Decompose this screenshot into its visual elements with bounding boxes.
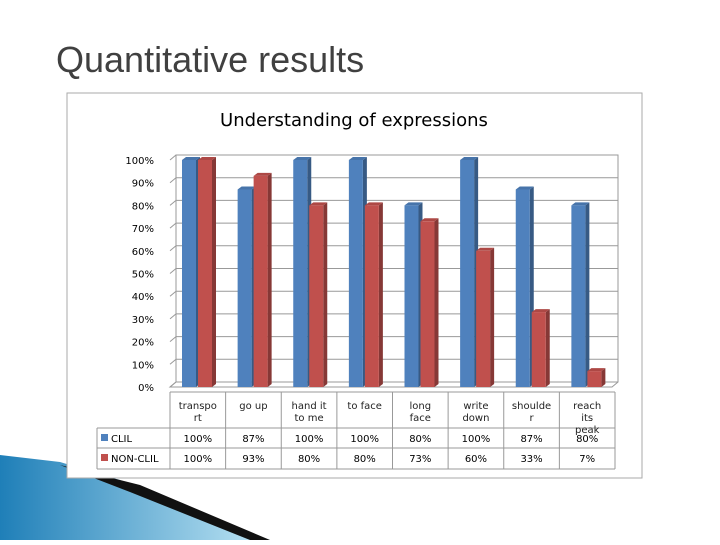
bar [253, 175, 268, 387]
bar [460, 160, 475, 387]
x-tick-label: write down [462, 401, 489, 424]
bar [531, 312, 546, 387]
bar [476, 250, 491, 387]
bar [571, 205, 586, 387]
y-tick-label: 40% [132, 292, 154, 303]
bar [404, 205, 419, 387]
data-label: 100% [184, 434, 213, 445]
data-label: 7% [579, 454, 595, 465]
bar [587, 371, 602, 387]
bar [237, 189, 252, 387]
bar [293, 160, 308, 387]
bar [515, 189, 530, 387]
x-tick-label: transpo rt [179, 401, 217, 424]
data-label: 60% [465, 454, 487, 465]
data-label: 33% [520, 454, 542, 465]
bar [309, 205, 324, 387]
y-tick-label: 50% [132, 270, 154, 281]
y-tick-label: 10% [132, 360, 154, 371]
data-label: 87% [520, 434, 542, 445]
legend-label: NON-CLIL [111, 454, 159, 465]
bar-top [237, 186, 256, 190]
x-tick-label: hand it to me [292, 401, 327, 424]
bar-top [309, 202, 328, 206]
y-tick-label: 90% [132, 179, 154, 190]
bar-side [323, 202, 328, 387]
bar-side [378, 202, 383, 387]
data-label: 80% [298, 454, 320, 465]
bar-top [364, 202, 383, 206]
data-label: 100% [462, 434, 491, 445]
decoration [60, 465, 270, 540]
legend-label: CLIL [111, 434, 133, 445]
y-tick-label: 30% [132, 315, 154, 326]
bar-top [404, 202, 423, 206]
bar-top [476, 247, 495, 251]
bar-side [545, 309, 550, 387]
bar-side [434, 218, 439, 387]
bar [364, 205, 379, 387]
x-tick-label: reach its peak [573, 401, 601, 436]
bar-top [571, 202, 590, 206]
bar-side [601, 368, 606, 387]
y-tick-label: 70% [132, 224, 154, 235]
data-label: 80% [409, 434, 431, 445]
legend-swatch [101, 434, 108, 441]
y-tick-label: 80% [132, 201, 154, 212]
bar-top [293, 157, 312, 160]
bar-side [212, 157, 216, 387]
grid-line [169, 154, 618, 161]
data-label: 80% [354, 454, 376, 465]
data-label: 73% [409, 454, 431, 465]
bar-top [253, 172, 272, 176]
bar [182, 160, 196, 387]
legend-swatch [101, 454, 108, 461]
y-tick-label: 20% [132, 338, 154, 349]
bar-top [531, 309, 550, 313]
data-label: 100% [350, 434, 379, 445]
data-label: 100% [184, 454, 213, 465]
data-label: 80% [576, 434, 598, 445]
bar-top [587, 368, 606, 372]
x-tick-label: to face [347, 401, 382, 412]
bar [420, 221, 435, 387]
bar-top [420, 218, 439, 222]
data-label: 87% [242, 434, 264, 445]
bar-top [182, 157, 200, 160]
data-label: 93% [242, 454, 264, 465]
data-label: 100% [295, 434, 324, 445]
bar-top [198, 157, 216, 160]
x-tick-label: go up [239, 401, 267, 412]
bar-side [490, 247, 495, 387]
y-tick-label: 60% [132, 247, 154, 258]
bar-top [460, 157, 479, 160]
bar-top [348, 157, 367, 160]
bar [348, 160, 363, 387]
y-tick-label: 0% [138, 383, 154, 394]
bar [198, 160, 212, 387]
bar-top [515, 186, 534, 190]
x-tick-label: shoulde r [512, 401, 551, 424]
y-tick-label: 100% [125, 156, 154, 167]
chart-title: Understanding of expressions [220, 110, 488, 131]
slide-title: Quantitative results [56, 39, 364, 80]
bar-side [585, 202, 590, 387]
bar-side [267, 172, 272, 387]
x-tick-label: long face [410, 401, 432, 424]
